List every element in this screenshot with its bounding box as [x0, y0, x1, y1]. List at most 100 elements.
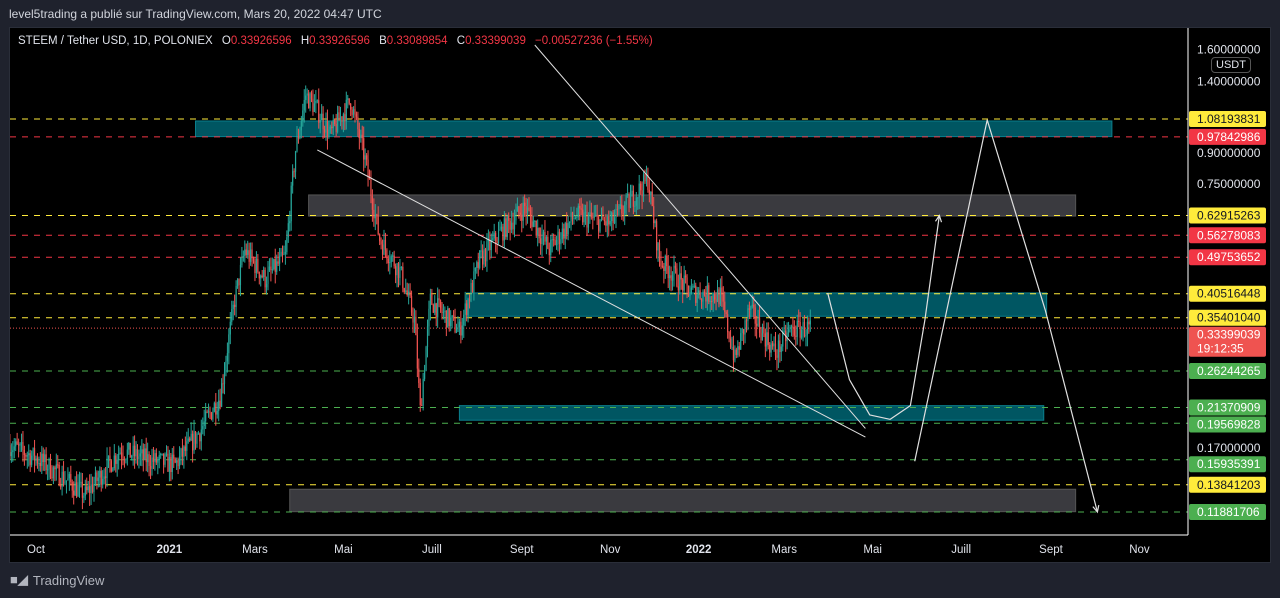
candle-body	[161, 453, 163, 455]
candle-body	[438, 298, 440, 301]
candle-body	[673, 265, 675, 276]
candle-body	[495, 232, 497, 242]
level-price-label: 0.49753652	[1197, 250, 1261, 264]
candle-body	[545, 236, 547, 242]
candle-body	[303, 100, 305, 111]
candle-body	[780, 346, 782, 352]
candle-body	[541, 235, 543, 245]
candle-body	[300, 121, 302, 131]
candle-body	[284, 251, 286, 254]
candle-body	[466, 303, 468, 315]
candle-body	[445, 310, 447, 328]
candle-body	[289, 221, 291, 224]
candle-body	[13, 446, 15, 451]
candle-body	[329, 126, 331, 130]
candle-body	[123, 458, 126, 461]
candle-body	[223, 372, 226, 384]
candle-body	[728, 332, 730, 339]
candle-body	[35, 457, 37, 461]
price-tick-label: 0.17000000	[1197, 441, 1261, 455]
candle-body	[486, 241, 488, 262]
candle-body	[629, 195, 632, 208]
candle-body	[638, 183, 640, 198]
candle-body	[316, 100, 318, 102]
candle-body	[209, 411, 211, 413]
candle-body	[503, 218, 505, 241]
candle-body	[616, 208, 619, 210]
candle-body	[499, 229, 501, 231]
candle-body	[611, 212, 613, 221]
candle-body	[735, 349, 737, 355]
candle-body	[132, 445, 134, 456]
candle-body	[600, 214, 603, 220]
candle-body	[18, 444, 20, 446]
candle-body	[302, 110, 304, 122]
currency-badge[interactable]: USDT	[1211, 57, 1251, 74]
time-tick-label: Mai	[334, 544, 353, 556]
candle-body	[131, 455, 133, 458]
candle-body	[528, 207, 530, 211]
candle-body	[376, 214, 378, 216]
candle-body	[703, 291, 706, 296]
candle-body	[171, 454, 173, 472]
candle-body	[273, 259, 275, 270]
candle-body	[168, 457, 170, 472]
candle-body	[313, 103, 315, 112]
candle-body	[567, 222, 569, 235]
candle-body	[247, 250, 249, 255]
candle-body	[773, 343, 775, 347]
candle-body	[777, 340, 779, 358]
projection-path	[914, 119, 1098, 513]
candle-body	[687, 285, 690, 297]
candle-body	[90, 484, 92, 494]
candle-body	[497, 230, 500, 244]
candle-body	[379, 234, 381, 242]
candle-body	[141, 449, 143, 454]
candle-body	[368, 176, 371, 180]
symbol-title[interactable]: STEEM / Tether USD, 1D, POLONIEX	[18, 35, 213, 47]
candle-body	[458, 321, 460, 328]
candle-body	[770, 343, 772, 353]
candle-body	[802, 322, 804, 331]
candle-body	[558, 231, 561, 245]
candle-body	[480, 250, 482, 252]
candle-body	[367, 159, 369, 177]
candle-body	[724, 301, 726, 313]
candle-body	[42, 453, 44, 463]
candle-body	[155, 453, 157, 463]
candle-body	[740, 333, 742, 350]
candle-body	[52, 467, 54, 479]
candle-body	[99, 470, 101, 478]
brand-label: TradingView	[32, 572, 105, 588]
candle-body	[296, 136, 298, 152]
level-price-tag	[1189, 285, 1266, 302]
trend-line	[317, 149, 866, 438]
candle-body	[102, 478, 104, 485]
candle-body	[526, 207, 529, 214]
plot-area[interactable]	[9, 44, 1188, 514]
candle-body	[77, 485, 79, 497]
price-tick-label: 1.40000000	[1197, 74, 1261, 88]
candle-body	[685, 275, 687, 278]
candle-body	[87, 486, 89, 491]
candle-body	[464, 303, 466, 315]
candle-body	[806, 321, 808, 335]
candle-body	[277, 261, 279, 264]
candle-body	[714, 293, 716, 300]
candle-body	[205, 411, 207, 422]
candle-body	[94, 472, 97, 484]
candle-body	[355, 113, 358, 117]
candle-body	[699, 290, 701, 299]
candle-body	[331, 126, 333, 129]
candle-body	[490, 239, 492, 251]
level-price-label: 0.11881706	[1197, 505, 1260, 519]
time-tick-label: Juill	[422, 544, 442, 556]
candle-body	[661, 265, 663, 267]
candle-body	[347, 98, 349, 100]
candle-body	[644, 174, 646, 182]
candle-body	[226, 353, 228, 362]
candle-body	[225, 361, 227, 373]
candle-body	[332, 119, 334, 129]
close-label: C	[456, 35, 466, 47]
